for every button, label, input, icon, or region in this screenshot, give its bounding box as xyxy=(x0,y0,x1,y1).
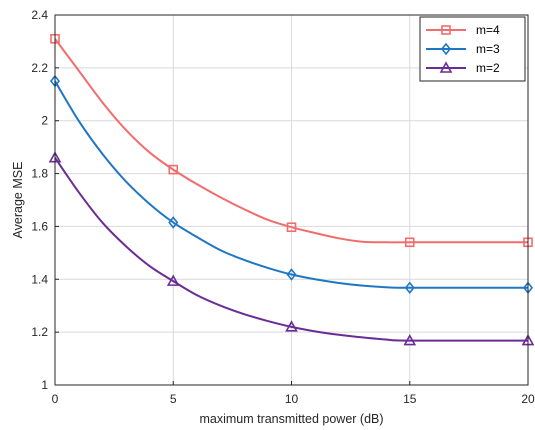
series-m=3 xyxy=(49,74,534,295)
data-point-diamond xyxy=(286,268,297,281)
y-tick-label: 2 xyxy=(41,114,48,128)
series-line xyxy=(54,38,528,244)
y-tick-label: 1.2 xyxy=(31,325,48,339)
legend-item: m=2 xyxy=(426,61,500,75)
data-point-triangle xyxy=(166,274,180,286)
legend-label: m=4 xyxy=(476,23,500,37)
x-tick-label: 15 xyxy=(403,392,417,406)
legend-marker-square xyxy=(441,25,451,35)
y-tick-label: 1.4 xyxy=(31,272,48,286)
legend: m=4 m=3 m=2 xyxy=(419,16,526,82)
y-axis-title: Average MSE xyxy=(11,162,25,239)
legend-marker-triangle xyxy=(439,61,453,73)
legend-item: m=4 xyxy=(426,23,500,37)
x-tick-label: 10 xyxy=(285,392,299,406)
y-tick-label: 1 xyxy=(41,378,48,392)
legend-item: m=3 xyxy=(426,42,500,56)
legend-label: m=3 xyxy=(476,42,500,56)
x-tick-label: 5 xyxy=(170,392,177,406)
data-point-square xyxy=(404,237,415,248)
legend-label: m=2 xyxy=(476,61,500,75)
series-line xyxy=(54,157,529,342)
y-tick-label: 1.8 xyxy=(31,167,48,181)
x-tick-label: 20 xyxy=(521,392,535,406)
data-point-square xyxy=(168,164,179,175)
series-line xyxy=(54,80,529,289)
series-group xyxy=(48,33,535,346)
x-tick-label: 0 xyxy=(52,392,59,406)
data-point-diamond xyxy=(404,281,415,295)
y-tick-label: 1.6 xyxy=(31,219,48,233)
axis-ticks: 0 5 10 15 20 1 1.2 1.4 1.6 1.8 2 2.2 2.4 xyxy=(31,8,535,406)
legend-marker-diamond xyxy=(440,42,452,56)
data-point-triangle xyxy=(285,320,298,332)
data-point-diamond xyxy=(168,216,179,229)
y-tick-label: 2.4 xyxy=(31,8,48,22)
data-point-triangle xyxy=(403,333,417,346)
y-tick-label: 2.2 xyxy=(31,61,48,75)
data-point-square xyxy=(286,222,297,233)
x-axis-title: maximum transmitted power (dB) xyxy=(199,412,383,426)
